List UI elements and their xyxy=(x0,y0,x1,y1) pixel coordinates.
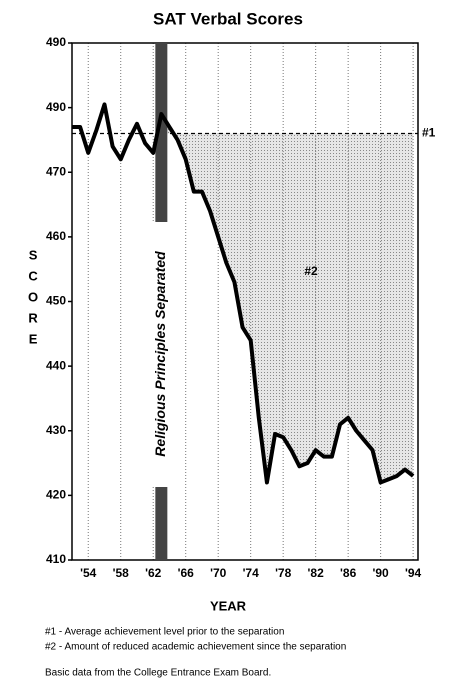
gap-marker: #2 xyxy=(304,264,318,278)
x-tick-label: '62 xyxy=(145,566,162,580)
y-tick-label: 420 xyxy=(46,488,66,502)
x-tick-label: '74 xyxy=(243,566,260,580)
x-tick-label: '66 xyxy=(178,566,195,580)
plot-frame xyxy=(71,42,419,561)
note: Basic data from the College Entrance Exa… xyxy=(45,668,271,679)
y-tick-label: 410 xyxy=(46,552,66,566)
separation-label: Religious Principles Separated xyxy=(152,251,168,457)
x-tick-label: '90 xyxy=(373,566,390,580)
note: #2 - Amount of reduced academic achievem… xyxy=(45,642,346,653)
x-tick-label: '70 xyxy=(210,566,227,580)
y-tick-label: 440 xyxy=(46,358,66,372)
data-line xyxy=(72,102,415,485)
y-tick-label: 430 xyxy=(46,423,66,437)
y-tick-label: 450 xyxy=(46,294,66,308)
x-tick-label: '94 xyxy=(405,566,422,580)
gap-area xyxy=(161,114,414,483)
y-tick-label: 490 xyxy=(46,35,66,49)
note: #1 - Average achievement level prior to … xyxy=(45,627,284,638)
separation-label-bg xyxy=(152,222,171,487)
x-tick-label: '78 xyxy=(275,566,292,580)
average-marker: #1 xyxy=(422,126,436,140)
y-tick-label: 470 xyxy=(46,164,66,178)
x-tick-label: '82 xyxy=(308,566,325,580)
y-tick-label: 460 xyxy=(46,229,66,243)
y-axis-label: SCORE xyxy=(26,248,41,353)
x-tick-label: '54 xyxy=(80,566,97,580)
x-axis-label: YEAR xyxy=(210,598,247,613)
y-tick-label: 490 xyxy=(46,100,66,114)
chart-title: SAT Verbal Scores xyxy=(153,9,303,28)
x-tick-label: '86 xyxy=(340,566,357,580)
x-tick-label: '58 xyxy=(113,566,130,580)
